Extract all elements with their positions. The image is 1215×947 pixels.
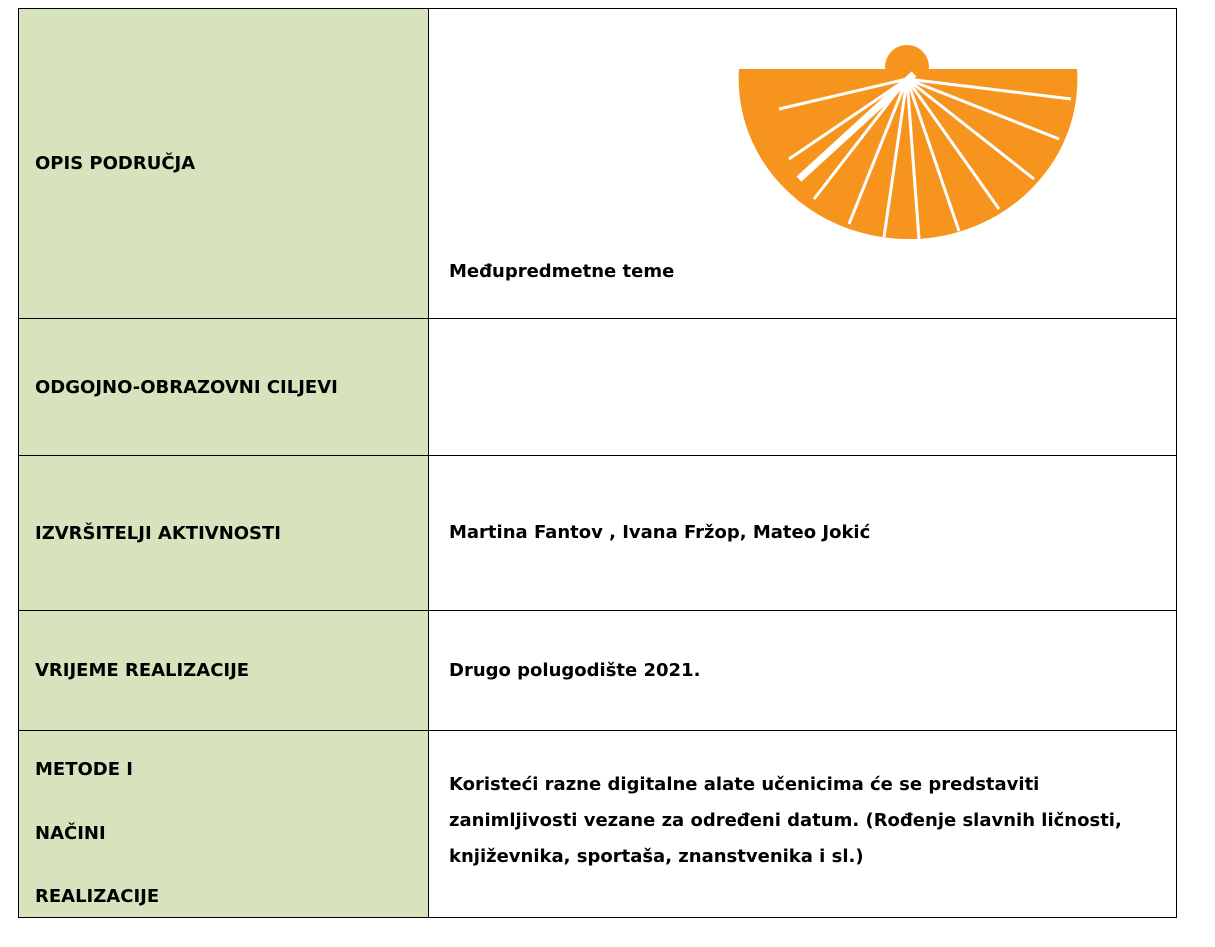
label: OPIS PODRUČJA (35, 153, 196, 174)
label: IZVRŠITELJI AKTIVNOSTI (35, 522, 281, 544)
label: ODGOJNO-OBRAZOVNI CILJEVI (35, 376, 338, 398)
value-cell: Koristeći razne digitalne alate učenicim… (428, 730, 1177, 918)
label: REALIZACIJE (35, 886, 160, 907)
label-cell: METODE I NAČINI REALIZACIJE (18, 730, 429, 918)
label-lines: METODE I NAČINI REALIZACIJE (35, 731, 159, 917)
value-cell: Drugo polugodište 2021. (428, 610, 1177, 731)
value: Martina Fantov , Ivana Fržop, Mateo Joki… (449, 522, 871, 543)
label: METODE I (35, 759, 133, 780)
value: Drugo polugodište 2021. (449, 659, 701, 681)
label: NAČINI (35, 822, 106, 844)
value-cell: Međupredmetne teme (428, 8, 1177, 319)
value-cell (428, 318, 1177, 456)
label-cell: ODGOJNO-OBRAZOVNI CILJEVI (18, 318, 429, 456)
value: Koristeći razne digitalne alate učenicim… (449, 774, 1122, 867)
label-cell: OPIS PODRUČJA (18, 8, 429, 319)
label-cell: VRIJEME REALIZACIJE (18, 610, 429, 731)
label-cell: IZVRŠITELJI AKTIVNOSTI (18, 455, 429, 611)
sundial-image (738, 45, 1078, 240)
value-cell: Martina Fantov , Ivana Fržop, Mateo Joki… (428, 455, 1177, 611)
value: Međupredmetne teme (449, 261, 675, 282)
label: VRIJEME REALIZACIJE (35, 660, 250, 681)
